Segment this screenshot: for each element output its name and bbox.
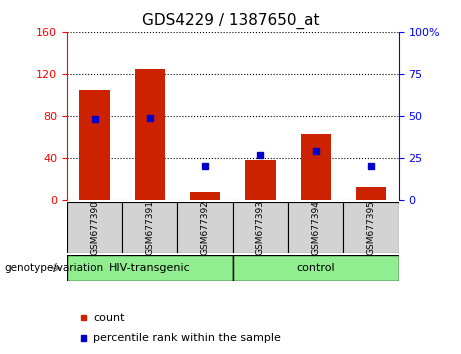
Bar	[79, 90, 110, 200]
Text: GSM677394: GSM677394	[311, 200, 320, 255]
Bar	[356, 187, 386, 200]
Text: GSM677390: GSM677390	[90, 200, 99, 255]
Bar	[233, 202, 288, 253]
Bar	[135, 69, 165, 200]
Text: GSM677393: GSM677393	[256, 200, 265, 255]
Text: GDS4229 / 1387650_at: GDS4229 / 1387650_at	[142, 12, 319, 29]
Text: HIV-transgenic: HIV-transgenic	[109, 263, 191, 273]
Text: GSM677395: GSM677395	[366, 200, 376, 255]
Bar	[288, 202, 343, 253]
Text: count: count	[93, 313, 124, 322]
Bar	[301, 134, 331, 200]
Bar	[190, 192, 220, 200]
Text: genotype/variation: genotype/variation	[5, 263, 104, 273]
Bar	[233, 255, 399, 281]
Bar	[67, 202, 122, 253]
Text: GSM677392: GSM677392	[201, 200, 210, 255]
Bar	[122, 202, 177, 253]
Bar	[177, 202, 233, 253]
Text: GSM677391: GSM677391	[145, 200, 154, 255]
Bar	[67, 255, 233, 281]
Text: percentile rank within the sample: percentile rank within the sample	[93, 333, 281, 343]
Bar	[245, 160, 276, 200]
Text: control: control	[296, 263, 335, 273]
Bar	[343, 202, 399, 253]
